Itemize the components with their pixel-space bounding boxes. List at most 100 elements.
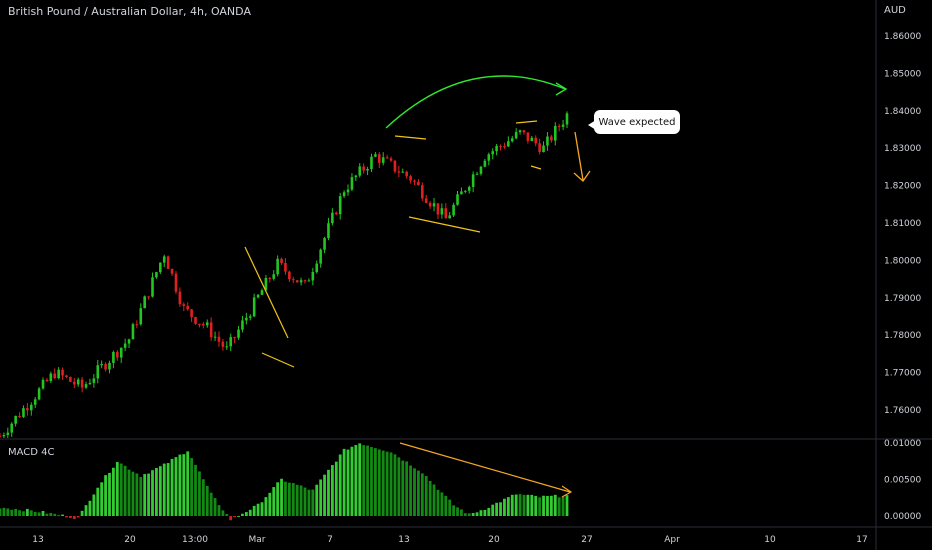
drawing-annotations[interactable] [244,75,591,498]
macd-divergence-line[interactable] [399,442,571,493]
candle-body [397,171,401,173]
macd-bar [460,509,463,516]
candle-body [0,436,2,438]
candle-body [331,212,334,224]
pattern-line[interactable] [394,135,427,140]
macd-bar [217,505,221,516]
macd-bar [198,471,201,516]
macd-bar [499,502,502,516]
candle-body [479,166,483,174]
time-tick-label: 17 [856,535,867,545]
macd-bar [256,503,260,516]
macd-bar [123,465,127,516]
price-axis[interactable]: 1.86000 1.85000 1.84000 1.83000 1.82000 1.810… [884,32,921,416]
macd-bar [155,467,158,516]
annotation-callout[interactable]: Wave expected [594,110,680,134]
macd-bar [268,492,272,516]
macd-bar [319,479,323,516]
macd-bar [96,487,100,516]
macd-bar [483,509,487,516]
macd-bar [334,461,338,516]
macd-bar [170,458,174,516]
candle-body [205,322,209,326]
currency-label: AUD [884,5,906,16]
candle-body [14,415,17,424]
macd-bar [84,505,88,516]
macd-bar [510,494,514,516]
candle-body [518,130,522,133]
macd-tick-label: 0.01000 [884,439,921,449]
candle-body [233,337,236,339]
macd-axis[interactable]: 0.01000 0.00500 0.00000 [884,439,921,522]
macd-bar [280,478,283,516]
time-tick-label: 7 [327,535,333,545]
macd-bar [495,502,499,516]
candle-body [291,279,295,281]
macd-bar [92,494,96,516]
candle-body [389,158,393,161]
macd-bar [323,474,326,516]
pattern-line[interactable] [244,246,289,339]
candle-body [213,336,217,338]
pattern-line[interactable] [530,165,542,170]
curved-arrow[interactable] [385,75,566,129]
macd-bar [428,480,432,516]
macd-bar [405,461,409,516]
candle-body [460,191,463,195]
macd-bar [542,495,545,516]
macd-bar [546,495,549,516]
macd-bar [194,464,197,516]
pattern-line[interactable] [408,216,481,233]
candle-body [495,145,498,152]
time-axis[interactable]: 13 20 13:00 Mar 7 13 20 27 Apr 10 17 [32,535,867,545]
candle-body [444,208,448,219]
macd-bar [377,449,381,516]
candle-body [542,145,545,153]
candle-body [276,258,279,275]
macd-bar [534,495,538,516]
macd-bar [370,447,373,516]
candle-body [57,369,60,379]
macd-bar [14,508,18,516]
macd-bar [553,494,557,516]
candle-body [557,126,561,128]
macd-bar [158,466,162,516]
macd-bar [409,465,412,516]
macd-tick-label: 0.00000 [884,512,921,522]
candle-body [553,126,557,141]
macd-bar [491,504,495,516]
macd-bar [354,444,358,516]
pattern-line[interactable] [261,352,295,368]
candle-body [284,263,287,272]
candle-body [436,203,440,215]
macd-bar [557,497,561,516]
candle-body [456,194,459,205]
candle-body [550,136,553,141]
macd-bar [221,510,225,516]
pattern-line[interactable] [515,120,538,124]
macd-bar [76,516,80,518]
callout-tail [588,120,596,130]
candle-body [334,212,338,215]
candle-body [241,320,244,330]
macd-bar [29,510,33,516]
macd-bar [61,514,64,516]
candle-body [92,378,96,383]
macd-bar [385,451,389,516]
candle-body [530,137,534,142]
macd-bar [68,516,72,518]
candle-body [174,273,178,292]
macd-bar [264,497,268,516]
candle-body [565,113,569,125]
time-tick-label: 20 [124,535,136,545]
macd-bar [338,454,342,516]
candle-body [151,277,154,297]
down-arrow[interactable] [574,131,584,181]
candle-body [346,189,350,193]
time-tick-label: Mar [249,535,266,545]
candle-body [84,384,88,388]
macd-bar [549,495,553,516]
candle-body [159,262,162,273]
